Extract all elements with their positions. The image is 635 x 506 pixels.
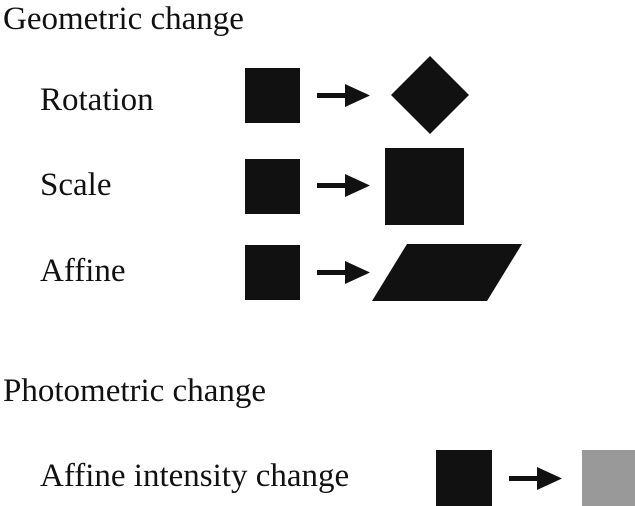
- scale-source-square: [245, 159, 300, 214]
- photometric-change-heading: Photometric change: [3, 373, 267, 409]
- rotation-arrow: [317, 84, 370, 107]
- intensity-arrow: [509, 467, 562, 490]
- affine-source-square: [245, 245, 300, 300]
- scale-result-square: [385, 148, 464, 225]
- rotation-result-diamond: [391, 56, 469, 134]
- scale-arrow: [317, 174, 370, 197]
- intensity-result-square: [582, 450, 635, 506]
- rotation-label: Rotation: [40, 82, 154, 118]
- intensity-source-square: [436, 450, 492, 506]
- affine-label: Affine: [40, 253, 126, 289]
- affine-result-parallelogram: [372, 244, 522, 301]
- rotation-source-square: [245, 68, 300, 123]
- affine-arrow: [317, 261, 370, 284]
- affine-intensity-change-label: Affine intensity change: [40, 458, 350, 494]
- geometric-change-heading: Geometric change: [3, 1, 244, 37]
- scale-label: Scale: [40, 167, 112, 203]
